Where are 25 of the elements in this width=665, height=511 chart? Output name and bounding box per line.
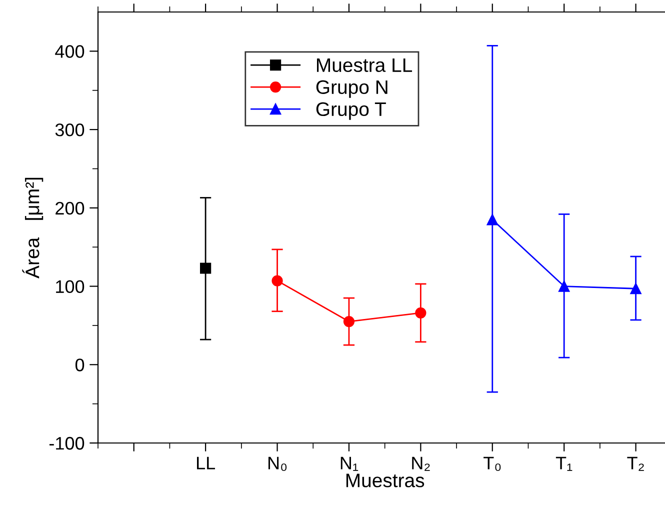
legend-label: Muestra LL [316,58,412,72]
x-tick-label: N₁ [340,456,358,471]
x-tick-label: T₀ [484,456,501,471]
point [200,262,212,274]
y-tick-label: 400 [55,45,84,58]
x-tick-label: LL [197,456,216,470]
y-tick-label: 0 [75,358,84,372]
y-axis-title: Área [μm²] [22,178,44,278]
x-axis-title: Muestras [346,474,424,488]
legend-label: Grupo T [316,102,386,120]
point [415,307,426,318]
point [630,283,642,294]
x-tick-label: T₁ [556,456,572,471]
legend-label: Grupo N [316,80,388,98]
x-tick-label: T₂ [627,456,644,471]
x-tick-label: N₂ [412,456,430,471]
y-tick-label: -100 [49,436,84,450]
point [343,316,355,328]
point [558,280,570,292]
y-tick-label: 300 [55,123,84,136]
x-tick-label: N₀ [268,456,287,471]
y-tick-label: 200 [56,202,84,215]
point [486,214,498,226]
y-tick-label: 100 [56,280,84,293]
point [272,275,283,286]
